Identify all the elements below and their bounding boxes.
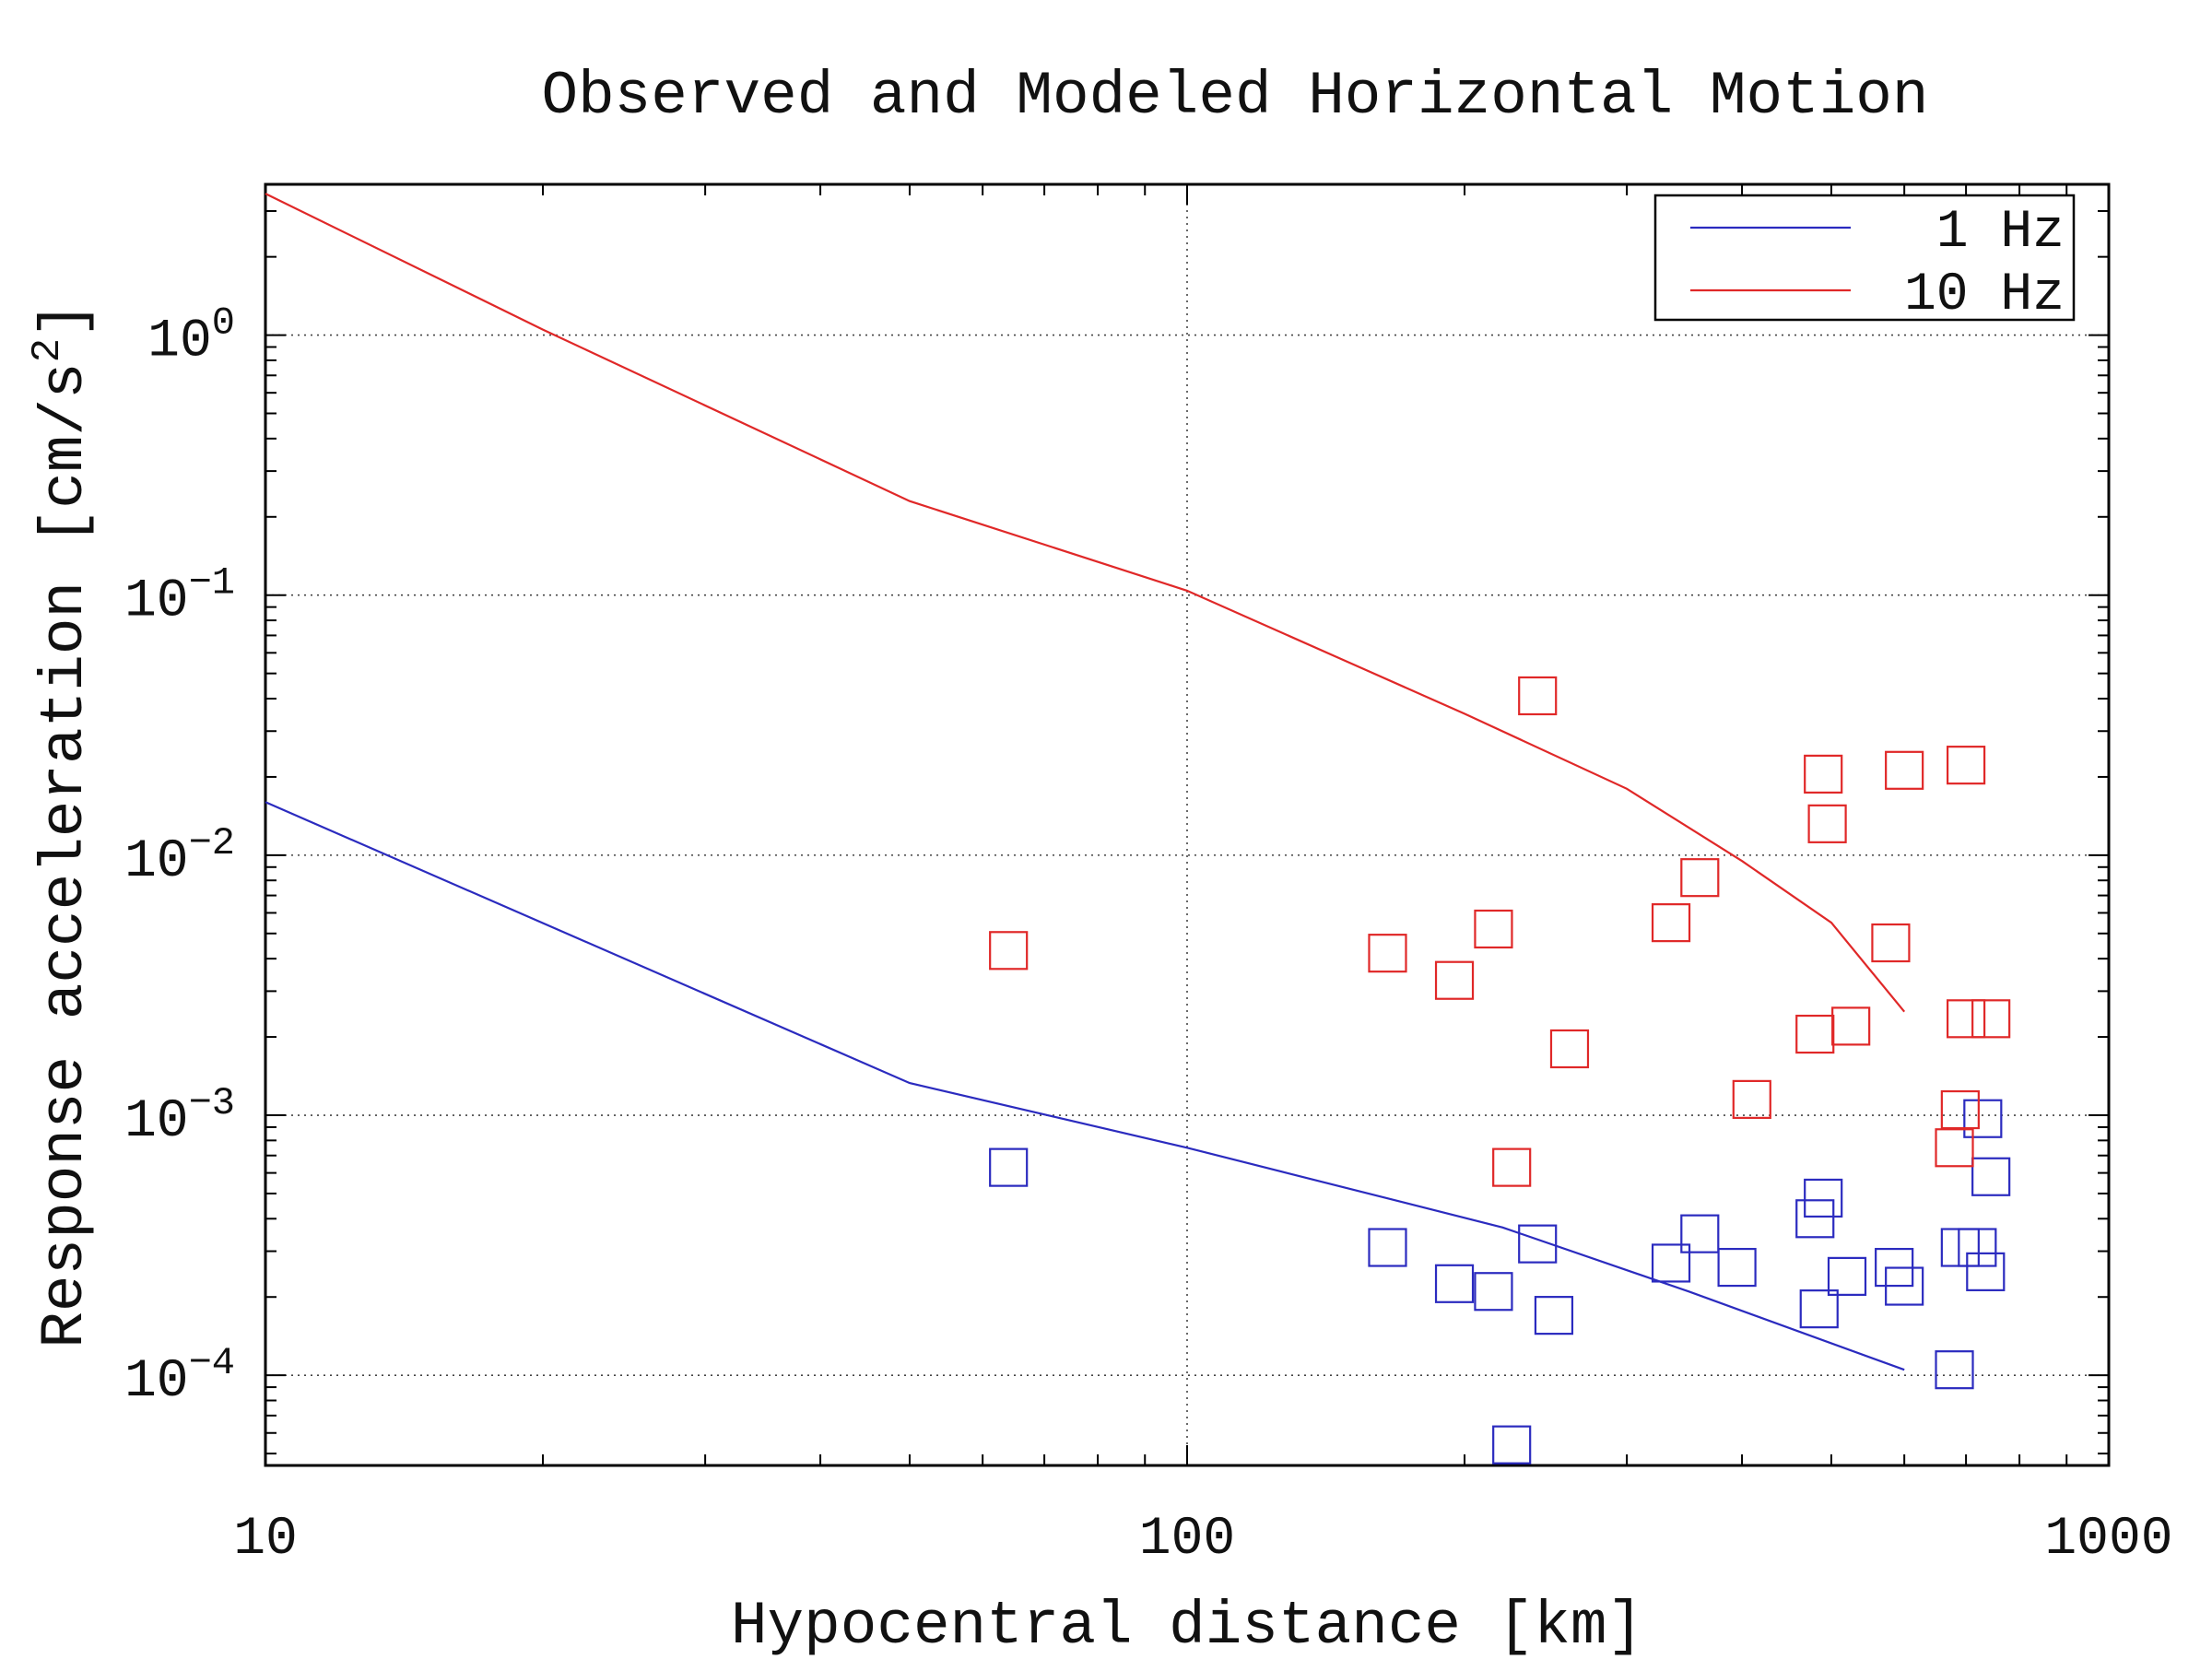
data-point: [1651, 903, 1691, 943]
y-axis-label-close: ]: [30, 301, 100, 338]
data-point: [1966, 1252, 2006, 1291]
data-point: [1935, 1128, 1974, 1168]
data-point: [1804, 754, 1843, 794]
data-point: [1831, 1006, 1871, 1046]
data-point: [1368, 934, 1407, 973]
x-axis-label: Hypocentral distance [km]: [731, 1592, 1643, 1659]
data-point: [1935, 1350, 1974, 1390]
axis-ticks: [265, 184, 2109, 1465]
data-point: [1885, 1266, 1924, 1306]
y-axis-label-exponent: 2: [25, 338, 71, 362]
x-tick-labels: 10 100 1000: [233, 1510, 2172, 1570]
chart-title: Observed and Modeled Horizontal Motion: [541, 62, 1928, 131]
y-tick-label: 10−4: [124, 1341, 235, 1412]
data-point: [1434, 960, 1475, 1000]
data-point: [1946, 746, 1986, 785]
data-point: [1963, 1099, 2003, 1138]
data-point: [1474, 909, 1513, 949]
data-point: [1946, 999, 1986, 1039]
data-point: [989, 931, 1029, 971]
legend-box: [1653, 194, 2076, 322]
plot-frame: [264, 182, 2111, 1467]
data-point: [1971, 1157, 2011, 1196]
x-tick-label: 10: [233, 1510, 298, 1570]
grid: [265, 184, 2109, 1465]
data-point: [1827, 1256, 1867, 1296]
data-point: [1651, 1243, 1691, 1283]
data-point: [1434, 1264, 1475, 1303]
data-point: [1958, 1228, 1997, 1267]
x-tick-label: 100: [1139, 1510, 1235, 1570]
y-axis-label: Response acceleration [cm/s2]: [25, 301, 100, 1347]
data-point: [1518, 676, 1558, 716]
data-point: [1518, 1224, 1558, 1264]
data-point: [1871, 923, 1911, 963]
model-line: [265, 193, 1906, 1013]
data-point: [1534, 1296, 1574, 1335]
y-axis-label-text: Response acceleration [cm/s: [30, 362, 100, 1347]
y-tick-labels: 100 10−1 10−2 10−3 10−4: [124, 301, 235, 1413]
data-point: [1795, 1199, 1835, 1239]
data-point: [1717, 1247, 1757, 1288]
y-tick-label: 100: [147, 301, 235, 372]
data-point: [1940, 1089, 1980, 1130]
data-point: [1885, 750, 1924, 790]
data-point: [1492, 1425, 1532, 1465]
data-point: [1799, 1289, 1839, 1329]
model-line: [265, 801, 1905, 1371]
y-tick-label: 10−3: [124, 1081, 235, 1152]
data-point: [1971, 999, 2011, 1039]
series-0: [265, 801, 2011, 1465]
series-layer: [265, 193, 2011, 1465]
x-tick-label: 1000: [2044, 1510, 2172, 1570]
data-point: [1549, 1029, 1590, 1069]
legend-label: 1 Hz: [1936, 203, 2065, 263]
data-point: [989, 1147, 1029, 1187]
series-1: [265, 193, 2011, 1187]
data-point: [1807, 804, 1847, 843]
data-point: [1804, 1178, 1843, 1218]
data-point: [1680, 858, 1720, 898]
y-tick-label: 10−2: [124, 821, 235, 892]
data-point: [1474, 1272, 1513, 1312]
legend-label: 10 Hz: [1904, 265, 2065, 325]
y-tick-label: 10−1: [124, 561, 235, 632]
data-point: [1732, 1079, 1771, 1119]
data-point: [1492, 1147, 1532, 1187]
data-point: [1680, 1214, 1720, 1253]
data-point: [1368, 1228, 1407, 1267]
